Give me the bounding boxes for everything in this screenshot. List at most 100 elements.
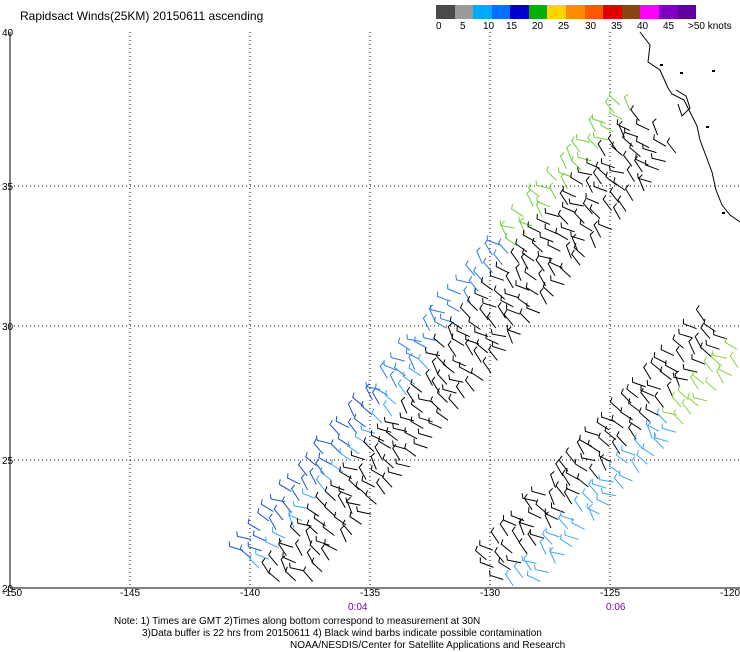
- time-label-1: 0:04: [348, 602, 368, 613]
- wind-barb: [350, 450, 366, 461]
- wind-barb: [506, 324, 521, 335]
- wind-barb: [597, 139, 606, 157]
- wind-barb: [324, 501, 336, 517]
- wind-barb: [620, 388, 632, 404]
- wind-barb: [479, 304, 489, 321]
- wind-barb: [550, 471, 556, 488]
- wind-barb: [338, 486, 353, 497]
- wind-barb: [279, 538, 294, 548]
- wind-barb: [382, 400, 393, 417]
- wind-barb: [585, 193, 600, 204]
- wind-barb: [410, 399, 424, 413]
- wind-barb: [392, 440, 407, 450]
- wind-barb: [631, 456, 640, 473]
- wind-barb: [253, 530, 267, 542]
- wind-barb: [535, 255, 545, 272]
- wind-barb: [611, 414, 624, 429]
- wind-barb: [580, 452, 596, 462]
- wind-barb: [499, 519, 509, 537]
- wind-barb: [681, 398, 692, 415]
- wind-barb: [528, 183, 540, 198]
- wind-barb: [397, 379, 407, 396]
- wind-barb: [555, 227, 569, 241]
- wind-barb: [565, 241, 572, 259]
- wind-barb: [585, 176, 593, 193]
- wind-barb: [505, 232, 518, 247]
- colorbar-swatch: [491, 5, 511, 19]
- colorbar-swatch: [640, 5, 659, 19]
- wind-barb: [292, 500, 308, 509]
- wind-barb: [482, 298, 497, 308]
- wind-barb: [404, 427, 418, 440]
- wind-barb: [674, 370, 681, 388]
- colorbar-swatch: [584, 5, 604, 19]
- wind-barb: [271, 526, 286, 539]
- wind-barb: [560, 222, 575, 233]
- colorbar-label: >50 knots: [688, 21, 732, 32]
- wind-barb: [500, 295, 514, 308]
- wind-barb: [555, 459, 564, 477]
- wind-barb: [315, 475, 326, 492]
- wind-barb: [289, 521, 301, 537]
- wind-barb: [544, 207, 560, 218]
- wind-barb: [268, 567, 280, 582]
- wind-barb: [374, 383, 388, 396]
- wind-barb: [311, 557, 323, 573]
- wind-barb: [650, 153, 666, 162]
- wind-barb: [365, 383, 373, 401]
- wind-barb: [468, 275, 479, 292]
- wind-barb: [642, 143, 657, 154]
- wind-barb: [347, 440, 360, 455]
- wind-barb: [559, 262, 571, 278]
- colorbar-swatch: [436, 5, 455, 19]
- wind-barb: [653, 433, 665, 449]
- wind-barb: [653, 352, 667, 364]
- wind-barb: [672, 372, 688, 381]
- wind-barb: [705, 339, 720, 350]
- wind-barb: [468, 316, 481, 330]
- wind-barb: [365, 490, 377, 505]
- wind-barb: [452, 355, 467, 367]
- wind-barb: [724, 337, 738, 350]
- wind-barb: [564, 530, 579, 540]
- wind-barb: [505, 271, 514, 289]
- wind-barb: [691, 354, 706, 365]
- colorbar-swatch: [547, 5, 567, 19]
- wind-barb: [413, 438, 428, 449]
- wind-barb: [527, 221, 541, 234]
- wind-barb: [493, 249, 503, 266]
- wind-barb: [515, 263, 522, 281]
- wind-barb: [434, 316, 448, 329]
- wind-barb: [528, 507, 542, 519]
- wind-barb: [575, 134, 591, 143]
- wind-barb: [309, 467, 317, 485]
- wind-barb: [700, 323, 711, 339]
- wind-barb: [428, 304, 436, 322]
- wind-barb: [448, 393, 459, 410]
- wind-barb: [521, 493, 537, 502]
- wind-barb: [609, 187, 620, 203]
- wind-barb: [382, 472, 393, 488]
- wind-barb: [566, 143, 573, 161]
- wind-barb: [579, 434, 593, 447]
- wind-barb: [536, 213, 551, 225]
- wind-barb: [485, 333, 499, 345]
- wind-barb: [633, 434, 644, 450]
- wind-barb: [570, 231, 585, 241]
- wind-barb: [371, 408, 383, 424]
- lat-lon-grid: -150 -145 -140 -135 -130 -125 -120 40 35 30 25 20: [2, 28, 740, 599]
- wind-barbs: [228, 90, 739, 587]
- wind-barb: [628, 416, 642, 431]
- lon-tick-label: -145: [120, 588, 140, 599]
- wind-barb: [596, 417, 610, 431]
- wind-barb: [354, 431, 368, 444]
- wind-barb: [539, 537, 547, 555]
- colorbar-swatch: [473, 5, 492, 19]
- wind-barb: [356, 506, 372, 515]
- wind-barb: [435, 351, 447, 367]
- wind-barb: [666, 137, 677, 154]
- island: [712, 70, 715, 72]
- wind-barb: [428, 417, 442, 429]
- wind-barb: [549, 257, 563, 269]
- wind-barb: [424, 347, 441, 357]
